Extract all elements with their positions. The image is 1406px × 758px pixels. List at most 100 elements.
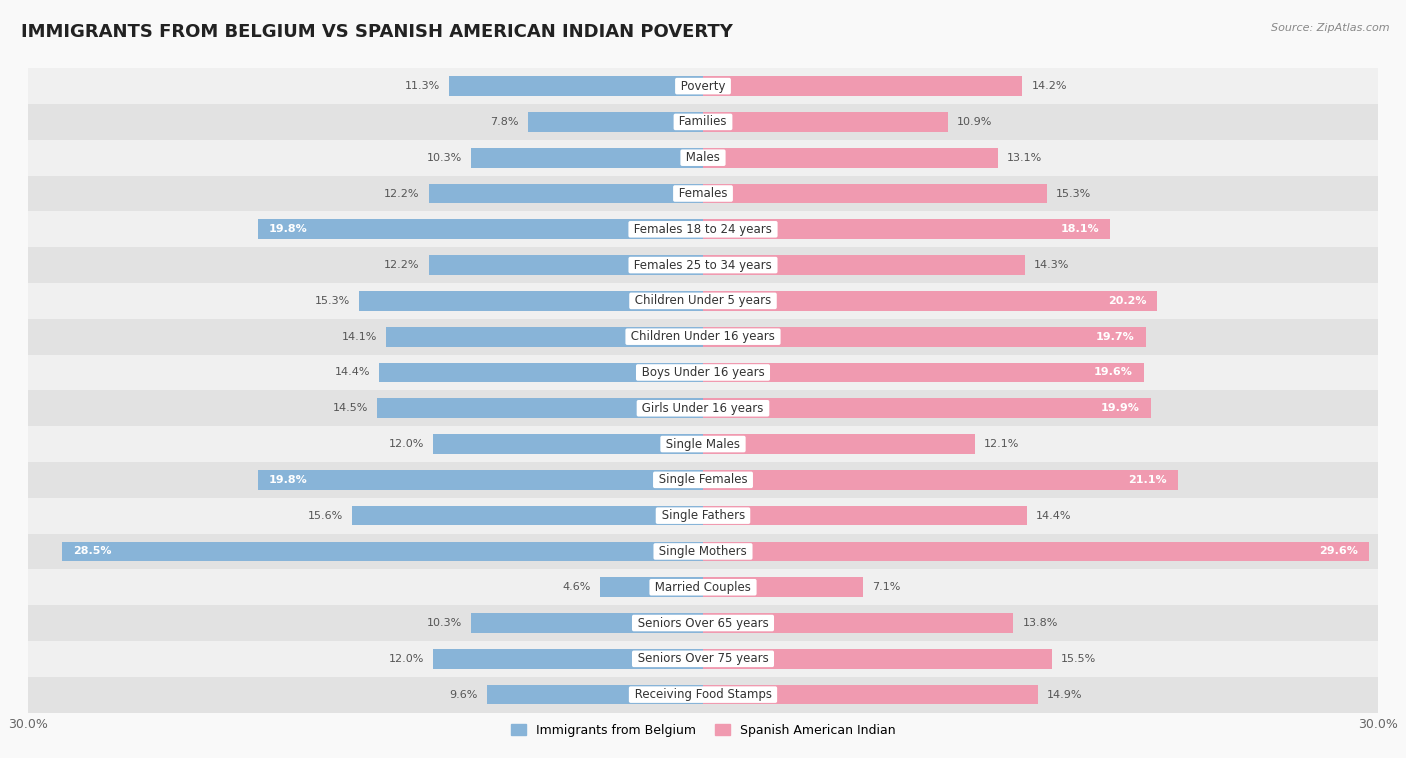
Text: 20.2%: 20.2%	[1108, 296, 1146, 306]
Text: 12.2%: 12.2%	[384, 260, 419, 270]
Text: 18.1%: 18.1%	[1060, 224, 1099, 234]
Text: Receiving Food Stamps: Receiving Food Stamps	[631, 688, 775, 701]
Text: 14.4%: 14.4%	[1036, 511, 1071, 521]
Text: 14.3%: 14.3%	[1033, 260, 1069, 270]
Bar	[28, 677, 1378, 713]
Text: 10.3%: 10.3%	[427, 618, 463, 628]
Text: 10.3%: 10.3%	[427, 152, 463, 163]
Text: 19.8%: 19.8%	[269, 475, 308, 485]
Bar	[703, 362, 1144, 382]
Text: 14.4%: 14.4%	[335, 368, 370, 377]
Bar	[703, 684, 1038, 704]
Text: 11.3%: 11.3%	[405, 81, 440, 91]
Bar	[28, 104, 1378, 139]
Bar	[433, 649, 703, 669]
Text: 4.6%: 4.6%	[562, 582, 591, 592]
Text: 15.6%: 15.6%	[308, 511, 343, 521]
Legend: Immigrants from Belgium, Spanish American Indian: Immigrants from Belgium, Spanish America…	[506, 719, 900, 742]
Bar	[377, 399, 703, 418]
Bar	[28, 68, 1378, 104]
Bar	[28, 569, 1378, 605]
Bar	[471, 613, 703, 633]
Bar	[599, 578, 703, 597]
Text: 15.5%: 15.5%	[1060, 654, 1095, 664]
Bar	[703, 291, 1157, 311]
Text: IMMIGRANTS FROM BELGIUM VS SPANISH AMERICAN INDIAN POVERTY: IMMIGRANTS FROM BELGIUM VS SPANISH AMERI…	[21, 23, 733, 41]
Text: 12.2%: 12.2%	[384, 189, 419, 199]
Text: 14.2%: 14.2%	[1032, 81, 1067, 91]
Bar	[62, 542, 703, 561]
Text: Single Females: Single Females	[655, 473, 751, 487]
Bar	[28, 211, 1378, 247]
Bar	[28, 534, 1378, 569]
Bar	[703, 327, 1146, 346]
Bar	[429, 255, 703, 275]
Text: Children Under 5 years: Children Under 5 years	[631, 294, 775, 308]
Bar	[449, 77, 703, 96]
Text: 19.8%: 19.8%	[269, 224, 308, 234]
Text: 12.0%: 12.0%	[388, 654, 425, 664]
Bar	[703, 506, 1026, 525]
Text: 19.9%: 19.9%	[1101, 403, 1139, 413]
Text: 13.1%: 13.1%	[1007, 152, 1042, 163]
Bar	[257, 470, 703, 490]
Text: 14.9%: 14.9%	[1047, 690, 1083, 700]
Bar	[703, 255, 1025, 275]
Bar	[703, 112, 948, 132]
Bar	[471, 148, 703, 168]
Text: 13.8%: 13.8%	[1022, 618, 1057, 628]
Text: 9.6%: 9.6%	[450, 690, 478, 700]
Text: 7.8%: 7.8%	[491, 117, 519, 127]
Text: Females 18 to 24 years: Females 18 to 24 years	[630, 223, 776, 236]
Bar	[433, 434, 703, 454]
Bar	[703, 542, 1369, 561]
Text: Girls Under 16 years: Girls Under 16 years	[638, 402, 768, 415]
Text: 19.7%: 19.7%	[1097, 332, 1135, 342]
Bar	[703, 578, 863, 597]
Bar	[28, 176, 1378, 211]
Text: 14.1%: 14.1%	[342, 332, 377, 342]
Bar	[527, 112, 703, 132]
Text: Males: Males	[682, 151, 724, 164]
Bar	[703, 183, 1047, 203]
Bar	[703, 148, 998, 168]
Bar	[429, 183, 703, 203]
Bar	[28, 641, 1378, 677]
Text: 7.1%: 7.1%	[872, 582, 900, 592]
Text: 12.1%: 12.1%	[984, 439, 1019, 449]
Text: Children Under 16 years: Children Under 16 years	[627, 330, 779, 343]
Text: 19.6%: 19.6%	[1094, 368, 1133, 377]
Text: 14.5%: 14.5%	[332, 403, 368, 413]
Text: 15.3%: 15.3%	[1056, 189, 1091, 199]
Text: Source: ZipAtlas.com: Source: ZipAtlas.com	[1271, 23, 1389, 33]
Bar	[28, 319, 1378, 355]
Text: 15.3%: 15.3%	[315, 296, 350, 306]
Text: Single Mothers: Single Mothers	[655, 545, 751, 558]
Bar	[28, 355, 1378, 390]
Text: Seniors Over 75 years: Seniors Over 75 years	[634, 653, 772, 666]
Text: Seniors Over 65 years: Seniors Over 65 years	[634, 616, 772, 630]
Bar	[28, 390, 1378, 426]
Bar	[385, 327, 703, 346]
Text: 10.9%: 10.9%	[957, 117, 993, 127]
Text: 29.6%: 29.6%	[1319, 547, 1358, 556]
Bar	[28, 247, 1378, 283]
Bar	[380, 362, 703, 382]
Bar	[28, 462, 1378, 498]
Bar	[28, 498, 1378, 534]
Bar	[28, 283, 1378, 319]
Bar	[703, 649, 1052, 669]
Bar	[28, 605, 1378, 641]
Text: Boys Under 16 years: Boys Under 16 years	[638, 366, 768, 379]
Text: Families: Families	[675, 115, 731, 128]
Text: Females 25 to 34 years: Females 25 to 34 years	[630, 258, 776, 271]
Text: Single Fathers: Single Fathers	[658, 509, 748, 522]
Text: 28.5%: 28.5%	[73, 547, 111, 556]
Bar	[352, 506, 703, 525]
Bar	[359, 291, 703, 311]
Bar	[703, 434, 976, 454]
Bar	[703, 613, 1014, 633]
Bar	[28, 139, 1378, 176]
Bar	[703, 399, 1150, 418]
Text: 12.0%: 12.0%	[388, 439, 425, 449]
